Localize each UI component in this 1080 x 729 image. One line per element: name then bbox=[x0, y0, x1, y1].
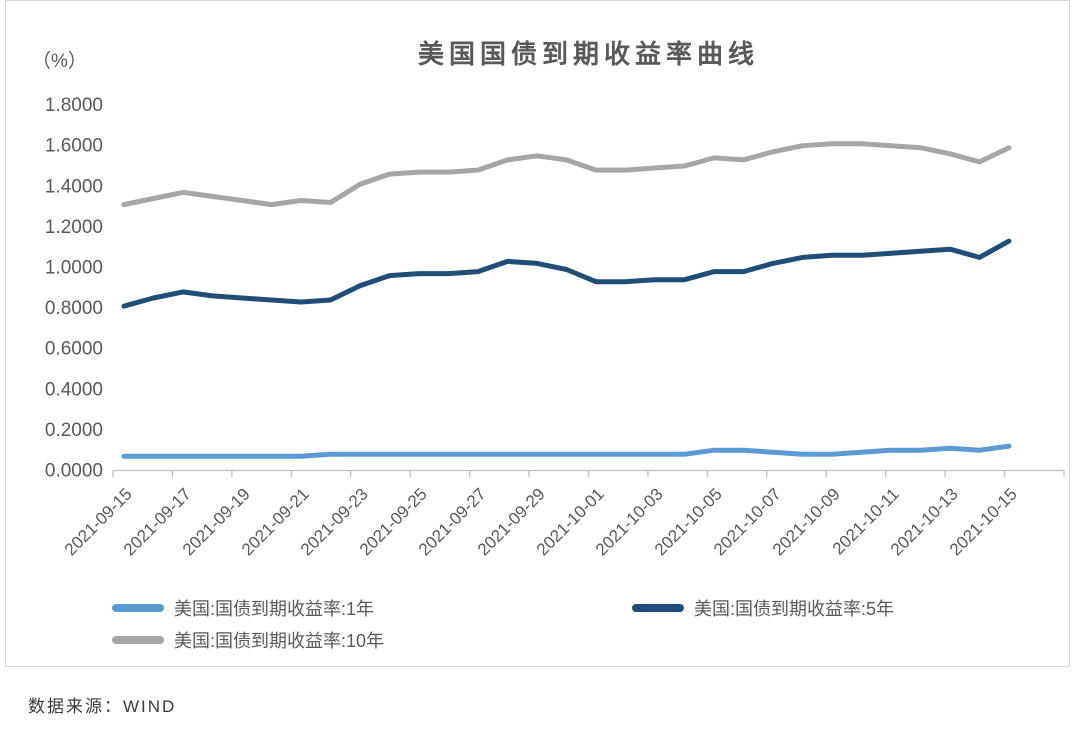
y-axis-tick-label: 0.0000 bbox=[45, 461, 103, 482]
y-axis-unit-label: （%） bbox=[32, 51, 87, 72]
legend-swatch-1y-icon bbox=[112, 604, 164, 612]
series-line-1y bbox=[121, 443, 1012, 459]
legend-item-1y: 美国:国债到期收益率:1年 bbox=[112, 598, 375, 619]
legend-item-5y: 美国:国债到期收益率:5年 bbox=[632, 598, 895, 619]
data-source: 数据来源：WIND bbox=[28, 697, 177, 716]
series-line-10y bbox=[121, 141, 1012, 208]
yield-curve-chart: 0.0000 0.2000 0.4000 0.6000 0.8000 1.0000 1.20… bbox=[45, 95, 1065, 559]
y-axis-tick-label: 0.4000 bbox=[45, 379, 103, 400]
legend-label-1y: 美国:国债到期收益率:1年 bbox=[174, 599, 375, 619]
legend-swatch-5y-icon bbox=[632, 604, 684, 612]
chart-panel bbox=[5, 0, 1070, 667]
y-axis-tick-label: 0.2000 bbox=[45, 420, 103, 441]
y-axis-tick-label: 1.6000 bbox=[45, 136, 103, 157]
chart-title: 美国国债到期收益率曲线 bbox=[417, 39, 759, 69]
legend-item-10y: 美国:国债到期收益率:10年 bbox=[112, 630, 385, 651]
legend-label-5y: 美国:国债到期收益率:5年 bbox=[694, 599, 895, 619]
y-axis-tick-label: 1.8000 bbox=[45, 95, 103, 116]
series-line-5y bbox=[121, 238, 1012, 309]
y-axis-tick-label: 1.4000 bbox=[45, 176, 103, 197]
legend-swatch-10y-icon bbox=[112, 636, 164, 644]
y-axis-tick-label: 0.6000 bbox=[45, 339, 103, 360]
y-axis-tick-label: 1.2000 bbox=[45, 217, 103, 238]
y-axis-tick-label: 0.8000 bbox=[45, 298, 103, 319]
y-axis-tick-label: 1.0000 bbox=[45, 258, 103, 279]
legend-label-10y: 美国:国债到期收益率:10年 bbox=[174, 631, 385, 651]
